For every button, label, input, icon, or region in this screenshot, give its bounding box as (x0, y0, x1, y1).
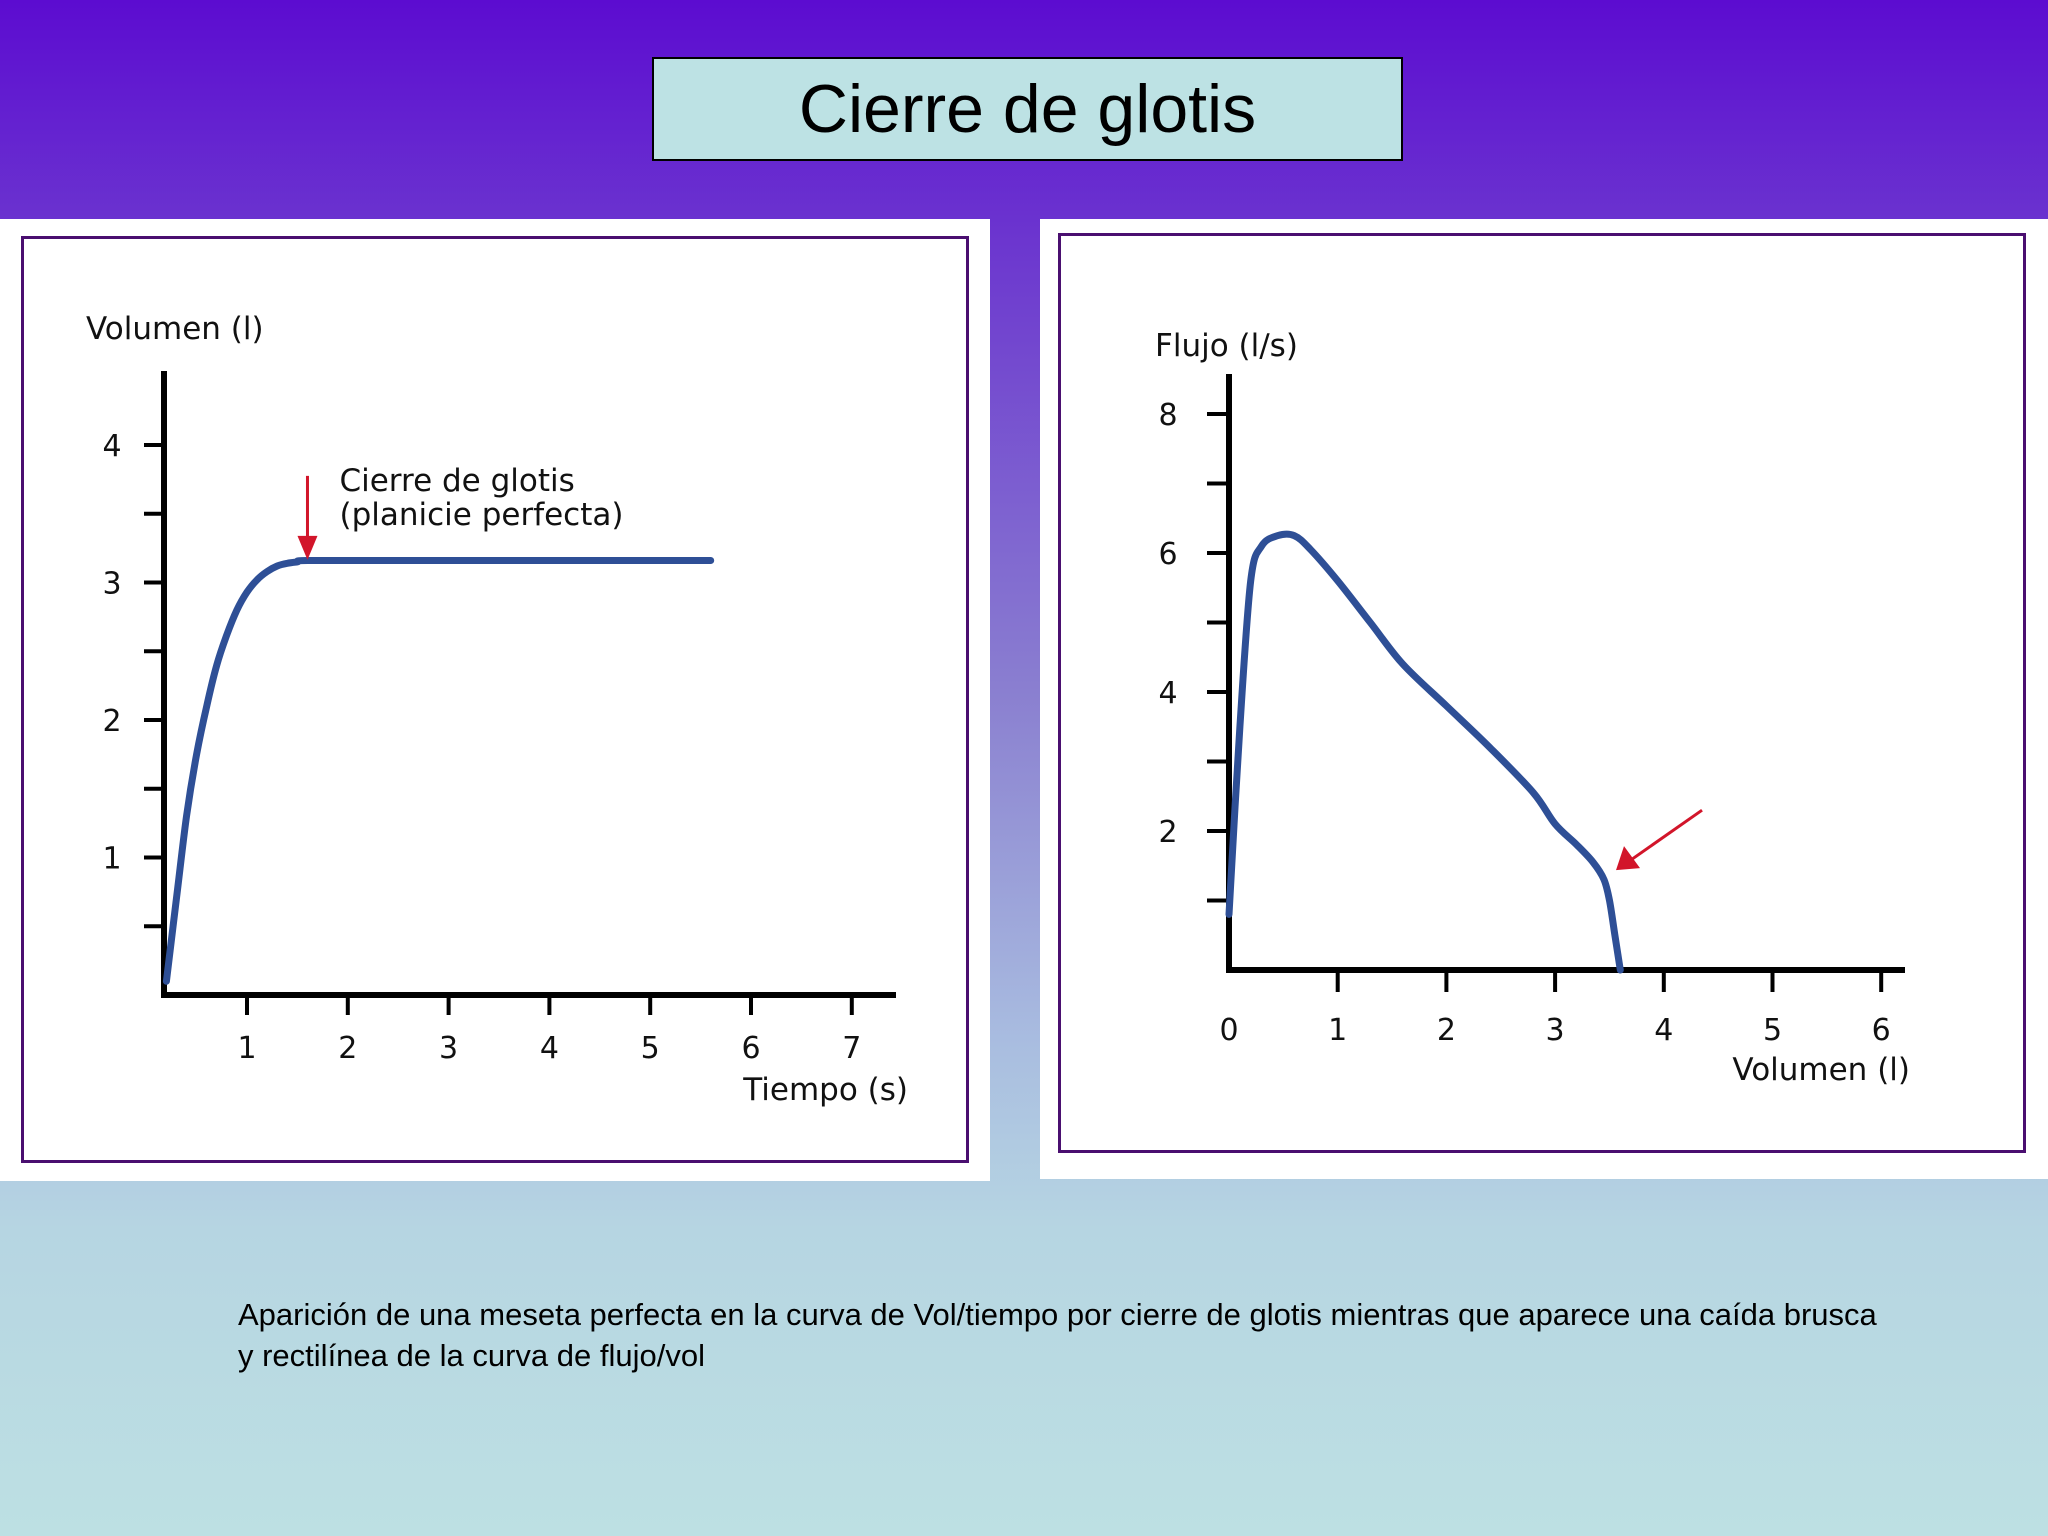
y-tick-label: 1 (102, 842, 121, 877)
annotation-arrow-shaft (1631, 808, 1703, 861)
y-axis-label: Volumen (l) (86, 311, 264, 347)
annotation-line-2: (planicie perfecta) (339, 497, 623, 533)
y-tick-label: 3 (102, 567, 121, 602)
series-line (1225, 530, 1624, 974)
x-tick-label: 3 (1546, 1013, 1565, 1048)
x-axis-label: Volumen (l) (1732, 1052, 1910, 1088)
slide-caption: Aparición de una meseta perfecta en la c… (238, 1297, 1877, 1373)
flow-volume-panel: 0 1 2 3 4 5 6 2 4 6 8 Flujo (l/s) Volumen (l) (1040, 219, 2048, 1179)
y-tick-label: 4 (102, 429, 121, 464)
x-tick-label: 5 (641, 1031, 660, 1066)
y-tick-label: 4 (1158, 676, 1177, 711)
flow-volume-frame (1058, 233, 2026, 1153)
x-tick-label: 2 (1437, 1013, 1456, 1048)
slide-title: Cierre de glotis (652, 57, 1403, 161)
y-tick-label: 2 (1158, 815, 1177, 850)
x-axis-label: Tiempo (s) (742, 1072, 908, 1108)
x-tick-label: 1 (1328, 1013, 1347, 1048)
x-tick-label: 0 (1219, 1013, 1238, 1048)
y-tick-label: 2 (102, 704, 121, 739)
annotation-arrow-head (1616, 846, 1641, 871)
x-tick-label: 2 (338, 1031, 357, 1066)
annotation-line-1: Cierre de glotis (339, 463, 574, 499)
x-tick-label: 7 (842, 1031, 861, 1066)
annotation-arrow-head (297, 535, 318, 560)
volume-time-chart: 1 2 3 4 5 6 7 1 2 3 4 Volumen (l) Tiempo (s) Cierre d… (86, 311, 908, 1108)
x-tick-label: 4 (1654, 1013, 1673, 1048)
volume-time-panel: 1 2 3 4 5 6 7 1 2 3 4 Volumen (l) Tiempo (s) Cierre d… (0, 219, 990, 1181)
x-tick-label: 1 (237, 1031, 256, 1066)
series-line (162, 556, 715, 985)
x-tick-label: 4 (540, 1031, 559, 1066)
x-tick-label: 6 (741, 1031, 760, 1066)
x-tick-label: 6 (1872, 1013, 1891, 1048)
y-tick-label: 8 (1158, 398, 1177, 433)
flow-volume-chart: 0 1 2 3 4 5 6 2 4 6 8 Flujo (l/s) Volumen (l) (1155, 328, 1910, 1088)
y-tick-label: 6 (1158, 537, 1177, 572)
x-tick-label: 5 (1763, 1013, 1782, 1048)
x-tick-label: 3 (439, 1031, 458, 1066)
y-axis-label: Flujo (l/s) (1155, 328, 1298, 364)
volume-time-frame (21, 236, 969, 1163)
